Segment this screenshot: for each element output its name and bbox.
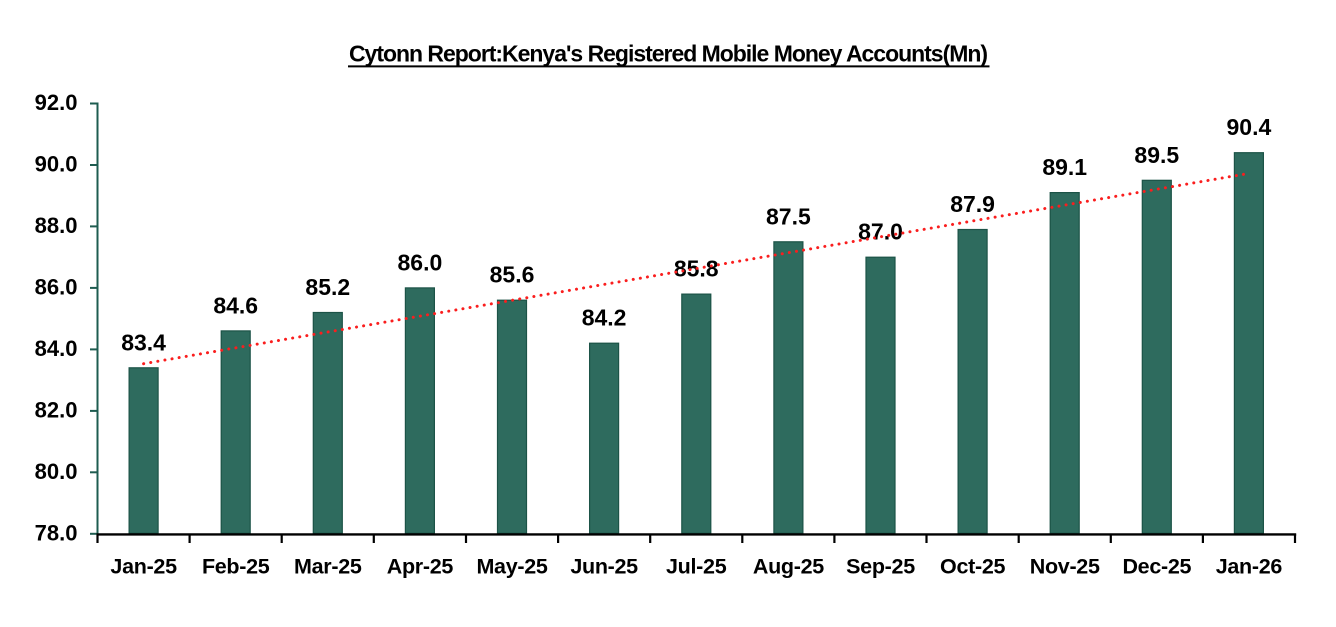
svg-text:86.0: 86.0 (398, 249, 443, 275)
svg-text:80.0: 80.0 (35, 459, 78, 484)
svg-text:Apr-25: Apr-25 (387, 555, 454, 579)
svg-text:84.6: 84.6 (213, 292, 258, 318)
svg-text:Jul-25: Jul-25 (666, 555, 727, 579)
svg-text:84.2: 84.2 (582, 305, 627, 331)
svg-text:Oct-25: Oct-25 (940, 555, 1005, 579)
svg-text:Sep-25: Sep-25 (846, 555, 915, 579)
svg-text:Jan-25: Jan-25 (110, 555, 177, 579)
svg-text:78.0: 78.0 (35, 520, 78, 545)
svg-text:89.1: 89.1 (1042, 154, 1087, 180)
svg-text:83.4: 83.4 (121, 329, 166, 355)
svg-text:85.6: 85.6 (490, 262, 535, 288)
svg-text:Dec-25: Dec-25 (1122, 555, 1191, 579)
svg-text:92.0: 92.0 (35, 90, 78, 115)
svg-text:87.0: 87.0 (858, 219, 903, 245)
svg-text:85.2: 85.2 (305, 274, 350, 300)
svg-text:Jun-25: Jun-25 (570, 555, 638, 579)
svg-text:90.4: 90.4 (1227, 114, 1272, 140)
svg-text:90.0: 90.0 (35, 152, 78, 177)
svg-text:87.5: 87.5 (766, 203, 811, 229)
svg-text:Jan-26: Jan-26 (1216, 555, 1283, 579)
svg-text:87.9: 87.9 (950, 191, 995, 217)
svg-text:88.0: 88.0 (35, 213, 78, 238)
svg-text:Nov-25: Nov-25 (1030, 555, 1100, 579)
svg-text:Mar-25: Mar-25 (294, 555, 362, 579)
svg-text:82.0: 82.0 (35, 397, 78, 422)
svg-text:May-25: May-25 (476, 555, 547, 579)
svg-text:Feb-25: Feb-25 (202, 555, 270, 579)
svg-text:Cytonn Report:Kenya's Register: Cytonn Report:Kenya's Registered Mobile … (349, 41, 987, 67)
svg-text:Aug-25: Aug-25 (753, 555, 824, 579)
svg-text:84.0: 84.0 (35, 336, 78, 361)
svg-text:86.0: 86.0 (35, 274, 78, 299)
svg-text:89.5: 89.5 (1134, 142, 1179, 168)
